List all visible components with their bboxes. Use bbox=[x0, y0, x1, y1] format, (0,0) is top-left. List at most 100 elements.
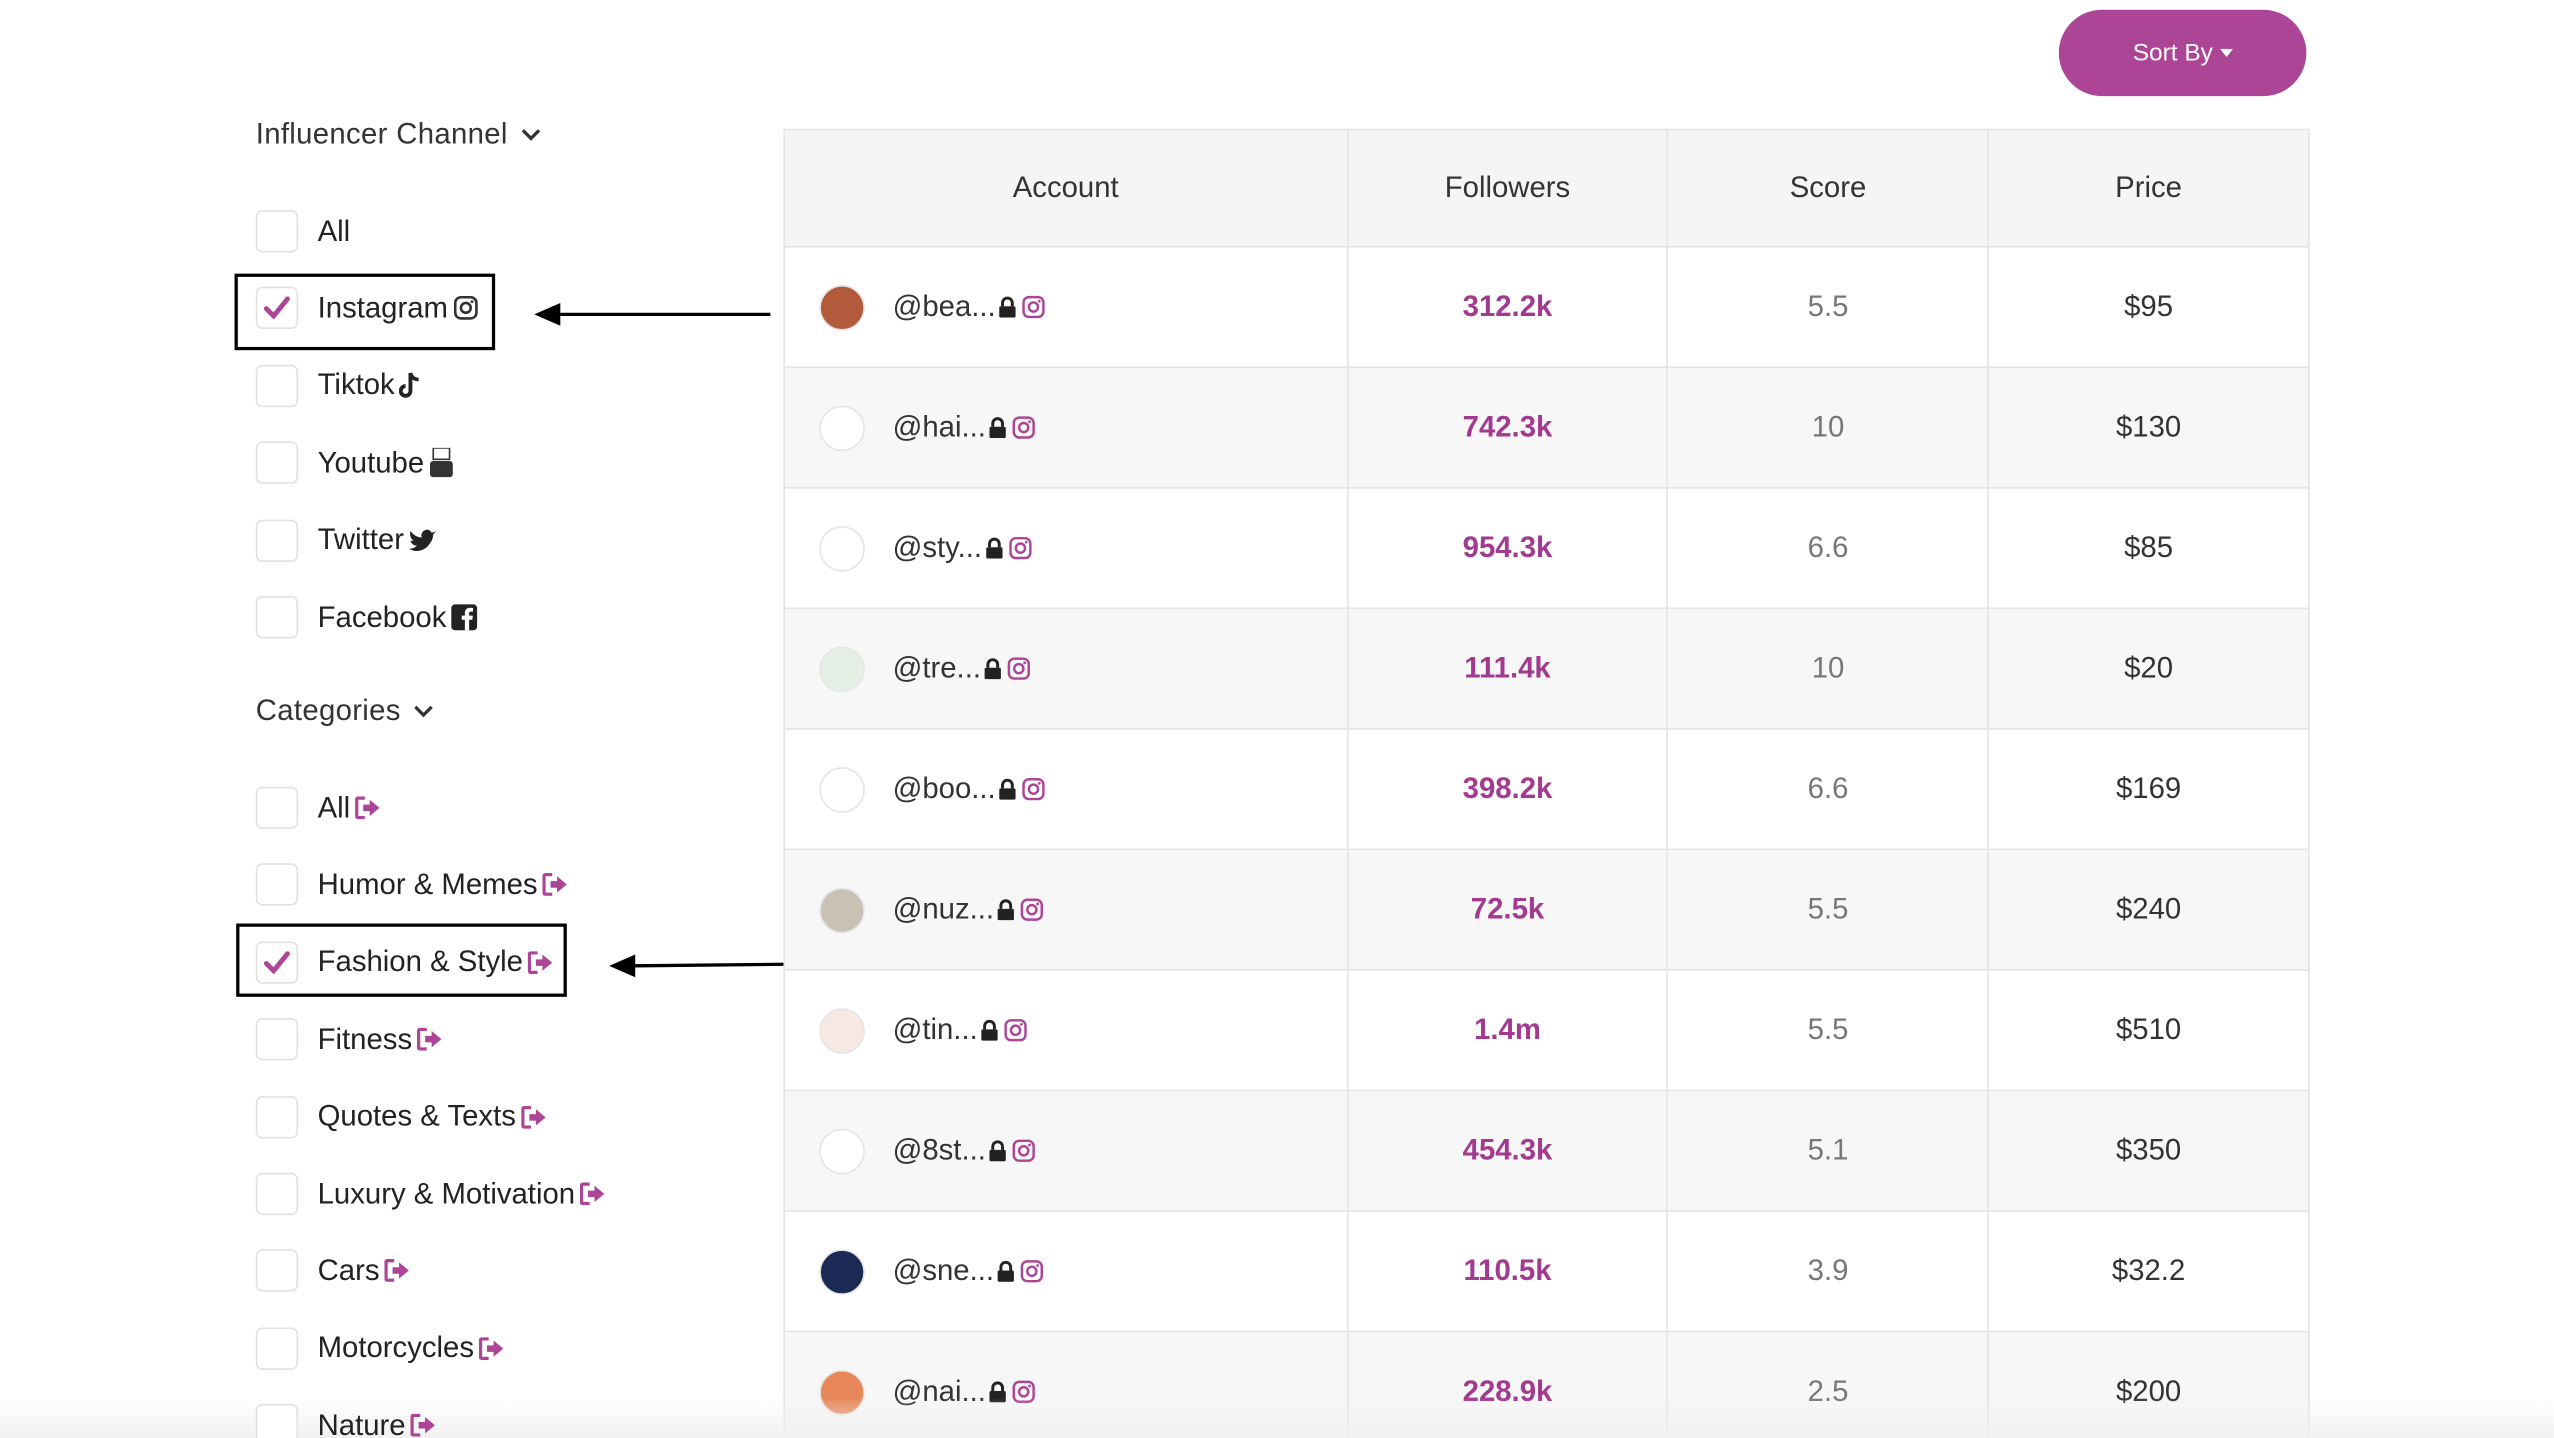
score-cell: 10 bbox=[1669, 368, 1990, 488]
score-cell: 5.5 bbox=[1669, 850, 1990, 970]
account-cell: @tre... bbox=[785, 609, 1349, 729]
checkbox[interactable] bbox=[255, 364, 299, 407]
lock-icon bbox=[981, 1019, 999, 1041]
table-row[interactable]: @sty... 954.3k 6.6 $85 bbox=[785, 488, 2309, 610]
lock-icon bbox=[986, 537, 1003, 559]
category-link-icon bbox=[417, 1028, 442, 1051]
checkbox[interactable] bbox=[255, 1095, 299, 1138]
account-cell: @hai... bbox=[785, 368, 1349, 488]
filter-option[interactable]: Instagram bbox=[255, 287, 479, 330]
checkbox[interactable] bbox=[255, 518, 299, 562]
instagram-icon bbox=[1013, 416, 1036, 439]
filter-option[interactable]: Motorcycles bbox=[255, 1327, 505, 1370]
option-label: Quotes & Texts bbox=[317, 1099, 516, 1133]
column-header: Followers bbox=[1348, 130, 1669, 246]
filter-option[interactable]: All bbox=[255, 786, 381, 830]
table-row[interactable]: @hai... 742.3k 10 $130 bbox=[785, 368, 2309, 489]
account-cell: @sne... bbox=[785, 1211, 1349, 1331]
instagram-icon bbox=[1008, 657, 1031, 680]
filter-option[interactable]: Tiktok bbox=[255, 364, 423, 407]
option-label: Fashion & Style bbox=[317, 945, 523, 978]
score-cell: 10 bbox=[1669, 609, 1990, 729]
account-cell: @8st... bbox=[785, 1091, 1349, 1211]
category-link-icon bbox=[542, 873, 567, 897]
highlight-box bbox=[236, 923, 567, 997]
filter-option[interactable]: Facebook bbox=[255, 596, 478, 639]
table-row[interactable]: @boo... 398.2k 6.6 $169 bbox=[785, 729, 2309, 851]
followers-cell: 742.3k bbox=[1348, 368, 1669, 488]
filter-option[interactable]: Fashion & Style bbox=[255, 941, 554, 984]
tiktok-icon bbox=[399, 372, 420, 398]
followers-cell: 398.2k bbox=[1348, 729, 1669, 849]
avatar bbox=[819, 404, 865, 451]
lock-icon bbox=[989, 1140, 1007, 1162]
account-handle: @nai... bbox=[892, 1374, 986, 1408]
checkbox[interactable] bbox=[255, 1404, 299, 1438]
score-cell: 3.9 bbox=[1669, 1211, 1990, 1331]
checkbox[interactable] bbox=[255, 287, 299, 330]
table-row[interactable]: @nai... 228.9k 2.5 $200 bbox=[785, 1332, 2309, 1438]
account-handle: @sne... bbox=[892, 1254, 995, 1287]
sort-label: Sort By bbox=[2132, 39, 2213, 67]
checkbox[interactable] bbox=[255, 863, 299, 907]
price-cell: $130 bbox=[2115, 410, 2182, 444]
filter-option[interactable]: Nature bbox=[255, 1404, 437, 1438]
option-label: All bbox=[317, 790, 351, 824]
option-label: Twitter bbox=[317, 522, 404, 556]
table-row[interactable]: @tin... 1.4m 5.5 $510 bbox=[785, 970, 2309, 1092]
categories-title[interactable]: Categories bbox=[256, 694, 434, 728]
sort-button[interactable]: Sort By bbox=[2058, 9, 2307, 97]
filter-option[interactable]: Youtube bbox=[255, 441, 455, 485]
youtube-icon bbox=[430, 448, 454, 478]
checkbox[interactable] bbox=[255, 786, 299, 830]
filter-option[interactable]: All bbox=[255, 210, 350, 253]
table-row[interactable]: @tre... 111.4k 10 $20 bbox=[785, 609, 2309, 730]
avatar bbox=[819, 1127, 865, 1174]
filter-option[interactable]: Cars bbox=[255, 1249, 411, 1293]
table-row[interactable]: @8st... 454.3k 5.1 $350 bbox=[785, 1091, 2309, 1212]
price-cell: $20 bbox=[2124, 651, 2174, 685]
table-row[interactable]: @nuz... 72.5k 5.5 $240 bbox=[785, 850, 2309, 971]
account-cell: @tin... bbox=[785, 970, 1349, 1090]
table-header: Account Followers Score Price bbox=[785, 130, 2309, 248]
table-row[interactable]: @bea... 312.2k 5.5 $95 bbox=[785, 247, 2309, 369]
table-row[interactable]: @sne... 110.5k 3.9 $32.2 bbox=[785, 1211, 2309, 1333]
filter-option[interactable]: Fitness bbox=[255, 1018, 443, 1061]
column-header: Price bbox=[2115, 171, 2182, 204]
category-link-icon bbox=[520, 1105, 546, 1129]
followers-cell: 454.3k bbox=[1348, 1091, 1669, 1211]
filter-option[interactable]: Twitter bbox=[255, 518, 438, 562]
account-handle: @nuz... bbox=[892, 892, 995, 926]
price-cell: $240 bbox=[2115, 892, 2182, 926]
checkbox[interactable] bbox=[255, 1018, 299, 1061]
filter-option[interactable]: Quotes & Texts bbox=[255, 1095, 547, 1138]
followers-cell: 954.3k bbox=[1348, 488, 1669, 608]
checkbox[interactable] bbox=[255, 210, 299, 253]
checkbox[interactable] bbox=[255, 441, 299, 485]
option-label: Facebook bbox=[317, 600, 447, 633]
filter-option[interactable]: Humor & Memes bbox=[255, 863, 569, 907]
category-link-icon bbox=[410, 1414, 435, 1437]
category-link-icon bbox=[478, 1336, 504, 1360]
account-handle: @8st... bbox=[892, 1133, 986, 1167]
section-title: Influencer Channel bbox=[255, 117, 508, 150]
account-handle: @tre... bbox=[892, 651, 981, 685]
column-header: Account bbox=[785, 130, 1349, 246]
price-cell: $200 bbox=[2115, 1374, 2182, 1408]
checkbox[interactable] bbox=[255, 596, 299, 639]
avatar bbox=[819, 284, 865, 330]
checkbox[interactable] bbox=[255, 1249, 299, 1293]
checkbox[interactable] bbox=[255, 941, 299, 984]
score-cell: 5.5 bbox=[1669, 247, 1990, 367]
option-label: Fitness bbox=[317, 1022, 413, 1055]
checkbox[interactable] bbox=[255, 1327, 299, 1370]
instagram-icon bbox=[1022, 295, 1046, 319]
checkbox[interactable] bbox=[255, 1172, 299, 1216]
score-cell: 2.5 bbox=[1669, 1332, 1990, 1438]
filter-option[interactable]: Luxury & Motivation bbox=[255, 1172, 606, 1216]
highlight-box bbox=[234, 273, 496, 351]
facebook-icon bbox=[451, 604, 478, 631]
chevron bbox=[414, 704, 433, 717]
channel-title[interactable]: Influencer Channel bbox=[256, 117, 541, 151]
